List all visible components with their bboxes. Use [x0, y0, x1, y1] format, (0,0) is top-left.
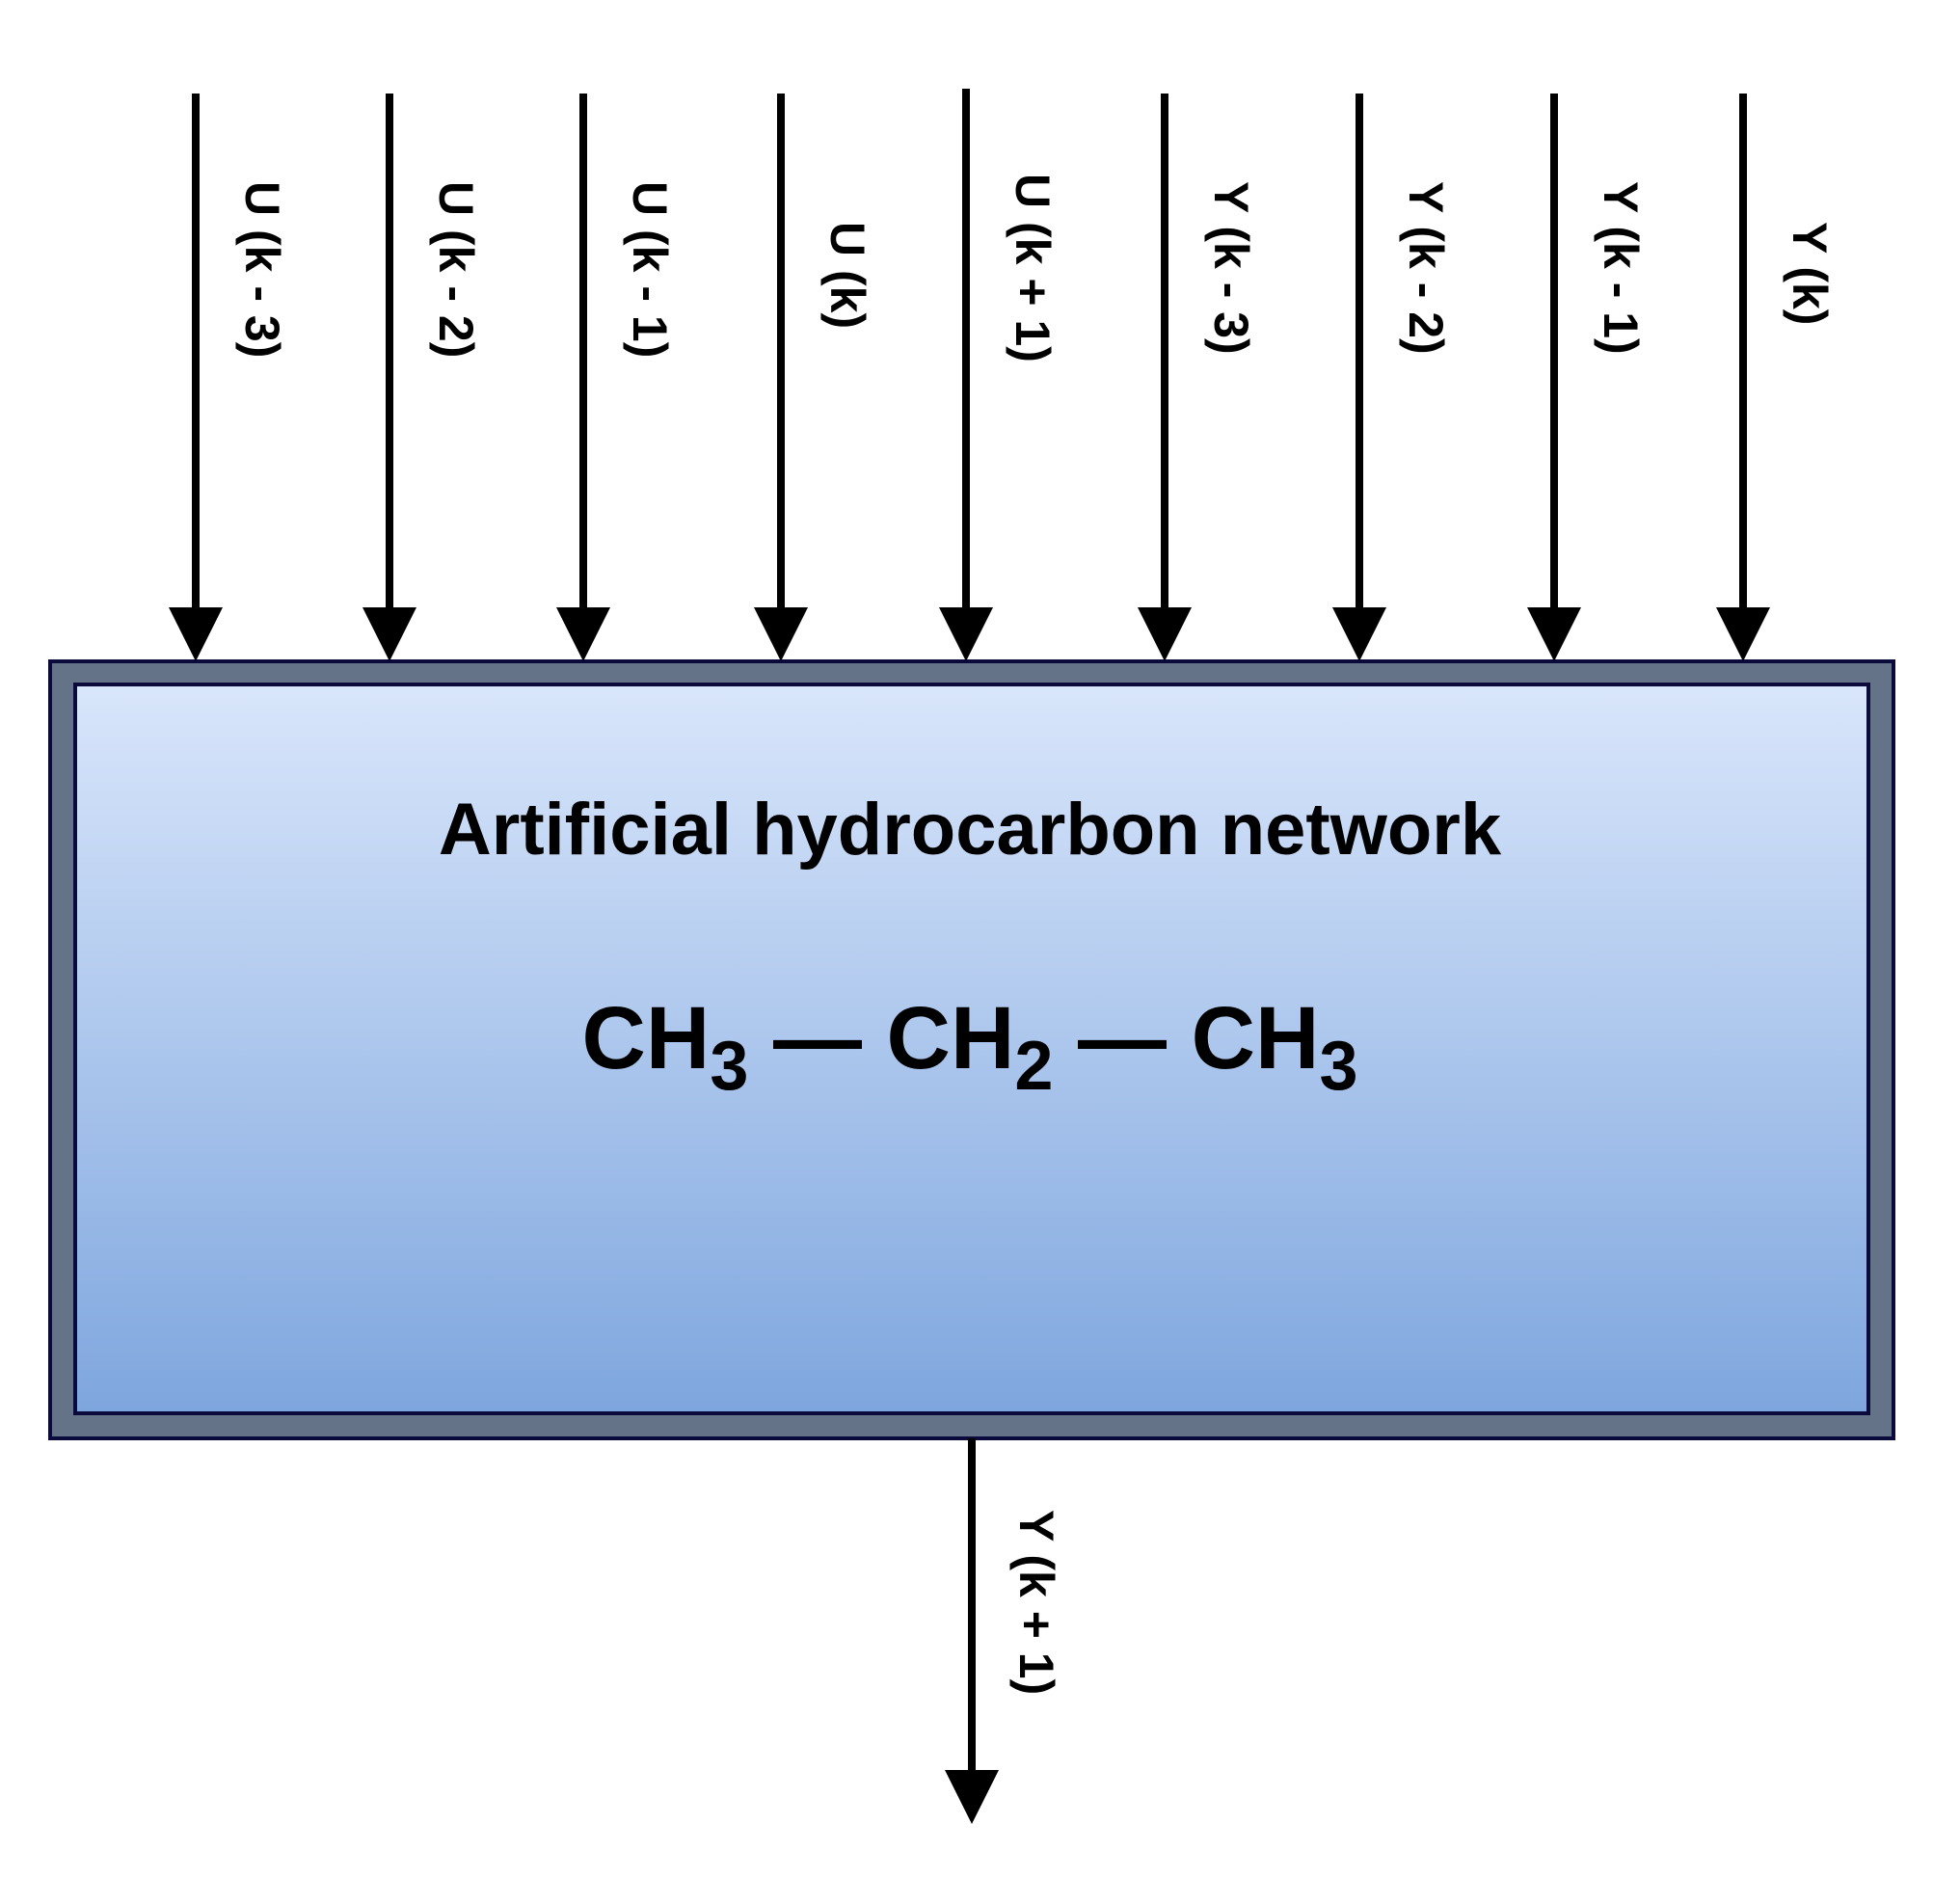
output-arrow: Y (k + 1) — [945, 1438, 1063, 1824]
formula-subscript-2: 2 — [1014, 1028, 1053, 1105]
input-label: U (k) — [820, 222, 874, 329]
input-label: Y (k - 1) — [1594, 181, 1648, 355]
input-arrow-head — [1527, 607, 1581, 661]
input-arrow: U (k) — [754, 94, 874, 661]
formula-group-2: CH — [887, 989, 1015, 1087]
input-label: U (k - 1) — [623, 181, 677, 358]
input-label: Y (k) — [1783, 222, 1837, 325]
formula-subscript-1: 3 — [710, 1028, 748, 1105]
network-title: Artificial hydrocarbon network — [439, 789, 1502, 871]
formula-subscript-3: 3 — [1319, 1028, 1357, 1105]
input-label: Y (k - 2) — [1399, 181, 1453, 355]
network-block-panel — [73, 683, 1870, 1415]
molecule-formula: CH3 — CH2 — CH3 — [581, 989, 1357, 1105]
input-arrow: U (k - 1) — [556, 94, 677, 661]
input-arrow: Y (k) — [1716, 94, 1837, 661]
input-arrow-head — [556, 607, 610, 661]
input-arrow-head — [1138, 607, 1192, 661]
input-arrow: U (k - 3) — [169, 94, 289, 661]
input-arrow: U (k + 1) — [939, 89, 1060, 661]
input-label: U (k - 3) — [235, 181, 289, 358]
input-arrow: Y (k - 3) — [1138, 94, 1258, 661]
input-arrow-head — [1716, 607, 1770, 661]
output-label: Y (k + 1) — [1009, 1510, 1063, 1695]
output-arrow-head — [945, 1770, 999, 1824]
input-label: Y (k - 3) — [1204, 181, 1258, 355]
input-arrow-head — [169, 607, 223, 661]
input-label: U (k + 1) — [1006, 174, 1060, 362]
input-label: U (k - 2) — [429, 181, 483, 358]
input-arrow: Y (k - 2) — [1332, 94, 1453, 661]
input-arrow: U (k - 2) — [362, 94, 483, 661]
input-arrows: U (k - 3) U (k - 2) U (k - 1) U (k) U (k + 1… — [169, 89, 1837, 661]
formula-bond-1: — — [748, 989, 886, 1087]
formula-group-1: CH — [581, 989, 710, 1087]
input-arrow-head — [754, 607, 808, 661]
input-arrow: Y (k - 1) — [1527, 94, 1648, 661]
input-arrow-head — [939, 607, 993, 661]
formula-bond-2: — — [1053, 989, 1191, 1087]
input-arrow-head — [1332, 607, 1386, 661]
formula-group-3: CH — [1192, 989, 1320, 1087]
input-arrow-head — [362, 607, 416, 661]
